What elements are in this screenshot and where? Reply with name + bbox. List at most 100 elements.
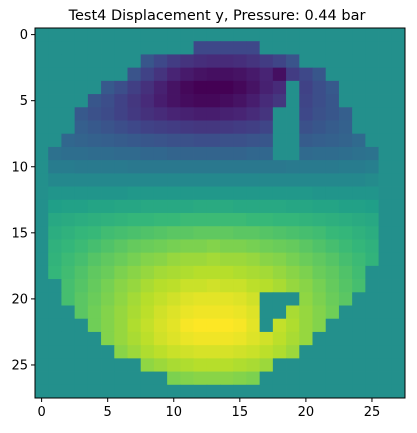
heatmap-cell	[167, 371, 181, 386]
heatmap-cell	[206, 384, 221, 399]
heatmap-cell	[127, 107, 142, 121]
heatmap-cell	[286, 41, 300, 55]
heatmap-cell	[325, 292, 340, 306]
heatmap-cell	[101, 28, 115, 42]
heatmap-cell	[312, 265, 327, 280]
heatmap-cell	[259, 345, 274, 359]
heatmap-cell	[233, 292, 247, 306]
heatmap-cell	[35, 80, 49, 95]
heatmap-cell	[61, 41, 76, 55]
heatmap-cell	[378, 133, 393, 148]
heatmap-cell	[233, 345, 247, 359]
heatmap-cell	[193, 146, 208, 161]
heatmap-cell	[325, 226, 340, 240]
heatmap-cell	[259, 28, 274, 42]
heatmap-cell	[259, 331, 274, 346]
heatmap-cell	[338, 279, 353, 293]
heatmap-cell	[114, 331, 128, 346]
heatmap-cell	[180, 358, 194, 372]
heatmap-cell	[74, 265, 89, 280]
heatmap-cell	[286, 318, 300, 333]
heatmap-cell	[206, 28, 221, 42]
heatmap-cell	[378, 318, 393, 333]
heatmap-cell	[378, 54, 393, 69]
heatmap-cell	[114, 358, 128, 372]
heatmap-cell	[233, 239, 247, 254]
heatmap-cell	[352, 213, 366, 227]
heatmap-cell	[378, 371, 393, 386]
heatmap-cell	[101, 107, 115, 121]
heatmap-cell	[391, 279, 406, 293]
heatmap-cell	[180, 107, 194, 121]
heatmap-cell	[206, 292, 221, 306]
heatmap-cell	[35, 41, 49, 55]
heatmap-cell	[114, 239, 128, 254]
heatmap-cell	[325, 41, 340, 55]
heatmap-cell	[352, 358, 366, 372]
heatmap-cell	[206, 54, 221, 69]
heatmap-cell	[167, 384, 181, 399]
heatmap-cell	[74, 120, 89, 135]
heatmap-cell	[246, 345, 261, 359]
heatmap-cell	[35, 318, 49, 333]
heatmap-cell	[61, 199, 76, 214]
heatmap-cell	[114, 199, 128, 214]
heatmap-cell	[259, 80, 274, 95]
heatmap-cell	[193, 384, 208, 399]
heatmap-cell	[127, 384, 142, 399]
heatmap-cell	[299, 279, 313, 293]
heatmap-cell	[101, 67, 115, 82]
heatmap-cell	[140, 371, 155, 386]
heatmap-cell	[220, 28, 234, 42]
heatmap-cell	[299, 331, 313, 346]
heatmap-cell	[74, 41, 89, 55]
heatmap-cell	[246, 213, 261, 227]
heatmap-cell	[35, 199, 49, 214]
x-tick-label: 15	[232, 405, 249, 420]
heatmap-cell	[233, 160, 247, 174]
x-tick-label: 0	[37, 405, 45, 420]
heatmap-cell	[35, 371, 49, 386]
heatmap-cell	[153, 331, 168, 346]
heatmap-cell	[153, 133, 168, 148]
heatmap-cell	[220, 213, 234, 227]
heatmap-cell	[140, 239, 155, 254]
heatmap-cell	[153, 371, 168, 386]
heatmap-cell	[48, 371, 62, 386]
heatmap-cell	[352, 120, 366, 135]
heatmap-cell	[259, 94, 274, 108]
heatmap-cell	[325, 239, 340, 254]
heatmap-cell	[206, 173, 221, 187]
heatmap-cell	[61, 67, 76, 82]
heatmap-cell	[167, 146, 181, 161]
heatmap-cell	[167, 28, 181, 42]
heatmap-cell	[246, 67, 261, 82]
heatmap-cell	[286, 173, 300, 187]
heatmap-cell	[391, 358, 406, 372]
heatmap-cell	[259, 292, 274, 306]
heatmap-cell	[87, 173, 102, 187]
heatmap-cell	[338, 199, 353, 214]
heatmap-cell	[272, 305, 287, 320]
heatmap-cell	[233, 41, 247, 55]
heatmap-cell	[272, 54, 287, 69]
heatmap-cell	[87, 133, 102, 148]
heatmap-cell	[391, 94, 406, 108]
heatmap-cell	[378, 305, 393, 320]
heatmap-cell	[272, 384, 287, 399]
heatmap-cell	[378, 146, 393, 161]
heatmap-cell	[299, 146, 313, 161]
heatmap-cell	[352, 133, 366, 148]
heatmap-cell	[87, 146, 102, 161]
heatmap-cell	[338, 146, 353, 161]
heatmap-cell	[180, 345, 194, 359]
heatmap-cell	[167, 213, 181, 227]
heatmap-cell	[220, 94, 234, 108]
heatmap-cell	[338, 41, 353, 55]
heatmap-cell	[193, 371, 208, 386]
heatmap-cell	[74, 305, 89, 320]
heatmap-cell	[299, 213, 313, 227]
heatmap-cell	[140, 107, 155, 121]
heatmap-cell	[193, 345, 208, 359]
heatmap-cell	[167, 252, 181, 267]
